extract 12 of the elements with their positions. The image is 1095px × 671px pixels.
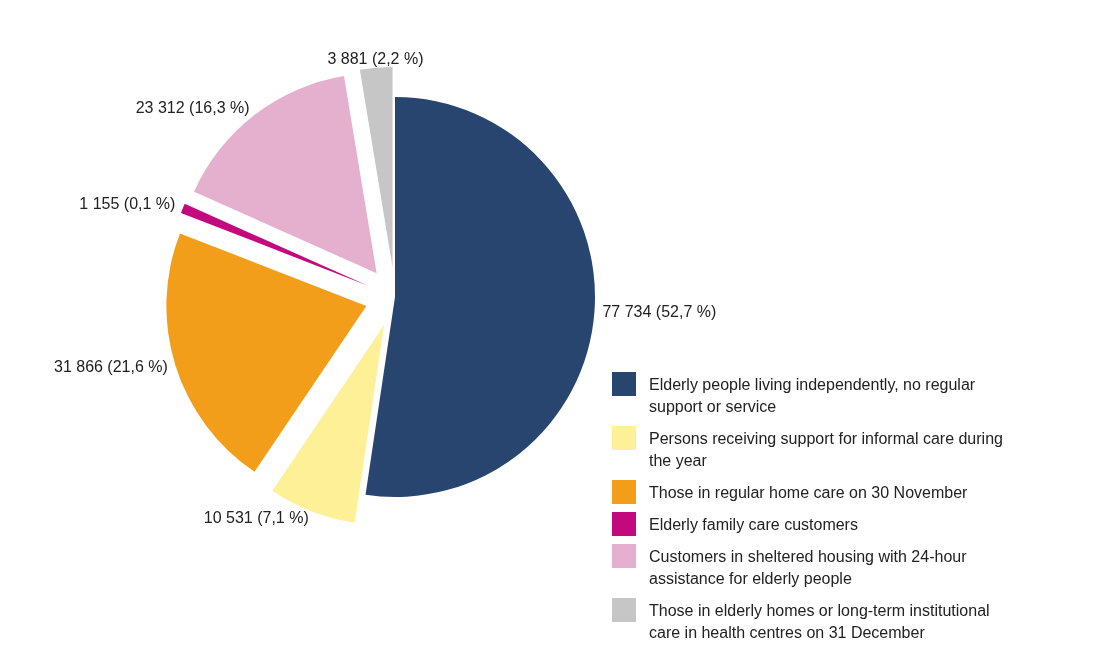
data-label: 3 881 (2,2 %): [327, 50, 424, 68]
legend-label: Those in elderly homes or long-term institutional care in health centres on 31 December: [649, 602, 990, 641]
legend-label: Elderly people living independently, no regular support or service: [649, 376, 976, 415]
legend-label: Persons receiving support for informal care during the year: [649, 430, 1003, 469]
data-label: 77 734 (52,7 %): [602, 302, 717, 320]
legend-label: Elderly family care customers: [649, 516, 858, 533]
data-label: 23 312 (16,3 %): [135, 98, 250, 116]
legend-label: Customers in sheltered housing with 24-hour assistance for elderly people: [649, 548, 968, 587]
data-label: 31 866 (21,6 %): [53, 358, 168, 376]
data-label: 10 531 (7,1 %): [203, 509, 309, 527]
legend-label: Those in regular home care on 30 November: [649, 484, 969, 501]
data-label: 1 155 (0,1 %): [79, 195, 176, 213]
